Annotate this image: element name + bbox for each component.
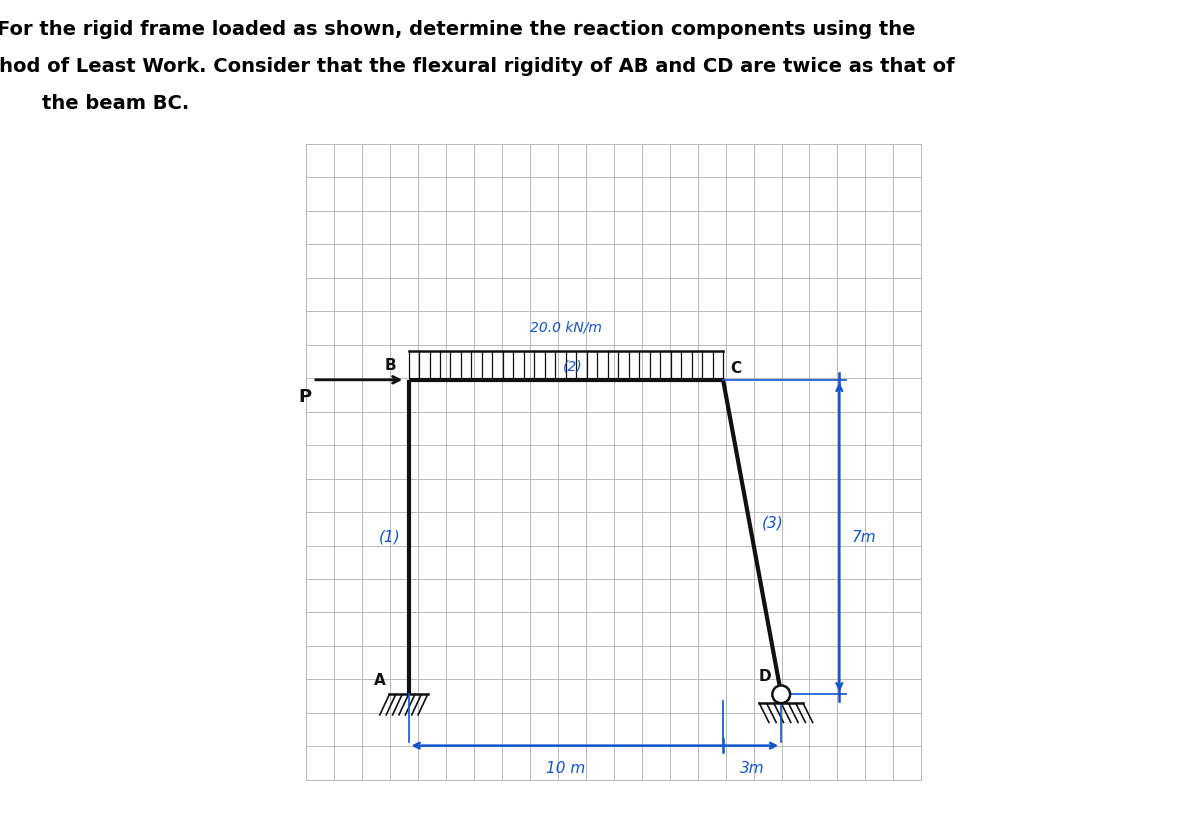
Text: (3): (3)	[762, 516, 784, 531]
Text: 3m: 3m	[740, 760, 764, 776]
Circle shape	[773, 685, 790, 703]
Text: 20.0 kN/m: 20.0 kN/m	[530, 320, 601, 334]
Text: the beam BC.: the beam BC.	[42, 94, 190, 112]
Text: D: D	[758, 669, 770, 684]
Text: B: B	[385, 358, 396, 373]
Text: A: A	[374, 672, 386, 688]
Text: C: C	[730, 361, 742, 376]
Text: Method of Least Work. Consider that the flexural rigidity of AB and CD are twice: Method of Least Work. Consider that the …	[0, 57, 955, 76]
Text: (2): (2)	[563, 360, 582, 374]
Text: 7m: 7m	[852, 530, 876, 545]
Text: (1): (1)	[378, 530, 401, 545]
Text: For the rigid frame loaded as shown, determine the reaction components using the: For the rigid frame loaded as shown, det…	[0, 20, 916, 39]
Text: P: P	[298, 388, 311, 406]
Text: 10 m: 10 m	[546, 760, 586, 776]
